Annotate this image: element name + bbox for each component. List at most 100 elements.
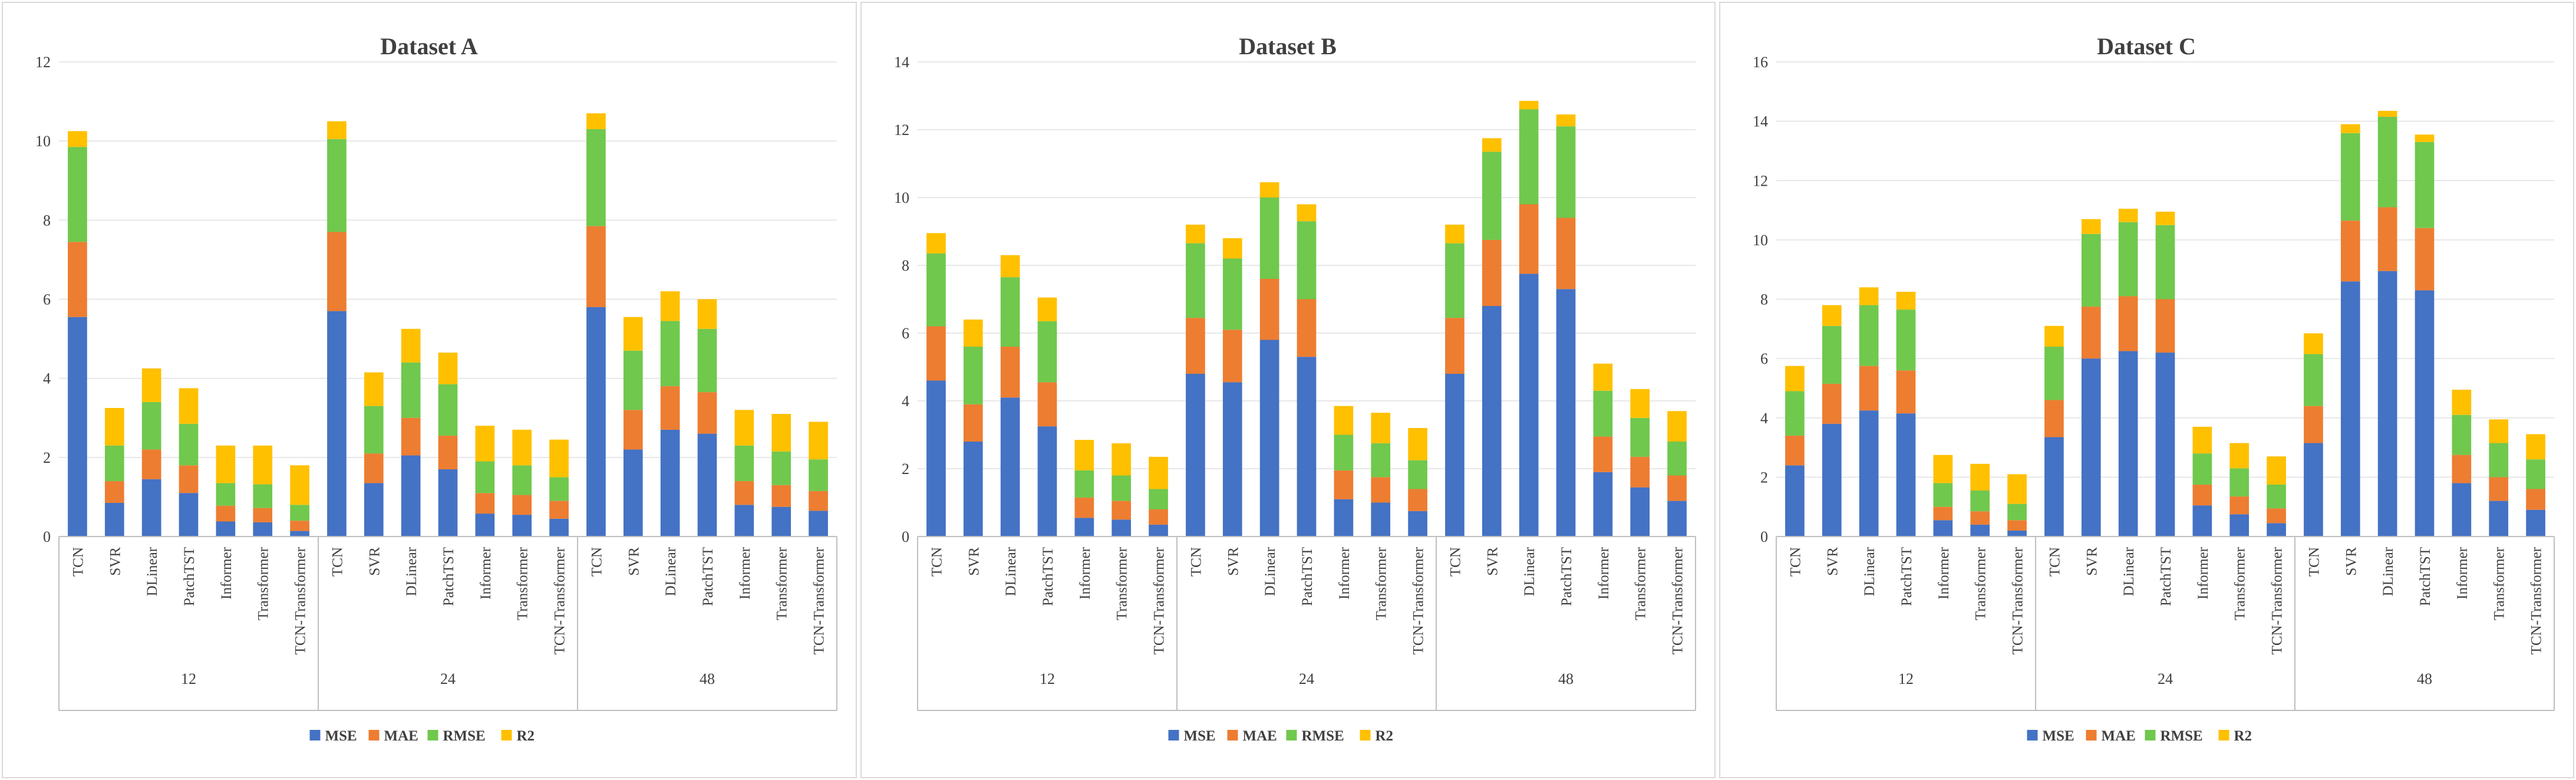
bar-rmse <box>1593 390 1613 437</box>
bar-mse <box>1297 357 1317 537</box>
bar-rmse <box>1785 391 1805 436</box>
bar-mse <box>1074 518 1094 537</box>
bar-r2 <box>771 414 791 452</box>
legend-swatch-mse <box>309 730 321 740</box>
bar-r2 <box>2415 134 2435 142</box>
x-tick-label: Informer <box>2195 547 2211 600</box>
legend-label-mae: MAE <box>384 728 418 744</box>
x-tick-label: Transformer <box>515 547 531 620</box>
x-tick-label: DLinear <box>2121 547 2137 596</box>
bar-mse <box>1630 487 1650 537</box>
legend-swatch-rmse <box>1286 730 1297 740</box>
group-label: 24 <box>440 670 456 687</box>
x-tick-label: TCN-Transformer <box>1411 547 1427 654</box>
x-tick-label: PatchTST <box>441 547 457 606</box>
bar-rmse <box>2377 117 2397 208</box>
bar-rmse <box>586 129 606 226</box>
bar-mae <box>475 493 495 514</box>
bar-r2 <box>1408 428 1427 460</box>
bar-rmse <box>1408 460 1427 489</box>
bar-r2 <box>2526 434 2545 460</box>
bar-rmse <box>1111 475 1132 501</box>
bar-mse <box>2340 281 2360 537</box>
legend-label-rmse: RMSE <box>2161 728 2203 744</box>
legend-label-r2: R2 <box>1376 728 1394 744</box>
y-tick-label: 10 <box>894 189 909 206</box>
bar-mae <box>1408 489 1427 511</box>
bar-rmse <box>2081 233 2101 307</box>
bar-mse <box>697 433 717 537</box>
bar-mse <box>1371 502 1391 537</box>
bar-rmse <box>963 347 983 404</box>
bar-mae <box>104 481 124 503</box>
legend-label-rmse: RMSE <box>1302 728 1344 744</box>
bar-r2 <box>1667 411 1687 442</box>
bar-rmse <box>1822 325 1842 384</box>
bar-rmse <box>2489 443 2509 478</box>
bar-rmse <box>2415 141 2435 228</box>
bar-mae <box>1222 330 1242 383</box>
chart-frame <box>860 2 1716 778</box>
chart-panel-dataset-a: Dataset A 0 2 4 6 8 10 12 TCN SVR DLinear PatchTST… <box>0 0 859 780</box>
x-tick-label: TCN <box>2306 547 2322 577</box>
bar-mae <box>2452 455 2472 483</box>
x-tick-label: TCN-Transformer <box>2529 547 2545 654</box>
bar-r2 <box>2304 333 2323 354</box>
bar-mae <box>253 508 273 522</box>
bar-r2 <box>660 291 680 321</box>
bar-mse <box>141 479 161 537</box>
bar-mae <box>401 417 421 456</box>
group-label: 12 <box>1040 670 1055 687</box>
bar-mae <box>512 495 532 515</box>
x-tick-label: PatchTST <box>182 547 197 606</box>
x-tick-label: TCN-Transformer <box>2010 547 2026 654</box>
bar-rmse <box>1482 152 1502 240</box>
bar-r2 <box>697 299 717 329</box>
x-tick-label: TCN <box>1787 547 1803 577</box>
bar-mse <box>2044 437 2064 537</box>
legend-label-rmse: RMSE <box>443 728 486 744</box>
legend-swatch-r2 <box>2218 730 2229 740</box>
bar-r2 <box>1149 456 1168 489</box>
bar-mae <box>809 491 828 511</box>
bar-rmse <box>2526 459 2545 489</box>
bar-mae <box>179 465 199 493</box>
bar-r2 <box>1445 225 1465 243</box>
bar-mae <box>1822 383 1842 424</box>
bar-mae <box>1859 366 1879 411</box>
legend-label-mse: MSE <box>1184 728 1216 744</box>
bar-rmse <box>2007 503 2027 521</box>
bar-rmse <box>216 483 236 506</box>
y-tick-label: 0 <box>1760 528 1768 545</box>
bar-mae <box>549 501 569 519</box>
legend-label-mae: MAE <box>1243 728 1277 744</box>
bar-mae <box>2192 484 2212 506</box>
bar-mse <box>2452 483 2472 537</box>
x-tick-label: Transformer <box>1973 547 1989 620</box>
bar-mae <box>1896 370 1916 414</box>
legend-label-mse: MSE <box>325 728 357 744</box>
bar-mse <box>771 506 791 537</box>
bar-mae <box>216 505 236 522</box>
bar-r2 <box>512 429 532 466</box>
y-tick-label: 16 <box>1753 54 1768 71</box>
bar-rmse <box>141 401 161 450</box>
bar-rmse <box>2267 484 2286 509</box>
bar-rmse <box>549 477 569 501</box>
y-tick-label: 0 <box>902 528 909 545</box>
bar-mse <box>1785 465 1805 537</box>
y-tick-label: 4 <box>902 393 909 410</box>
x-tick-label: SVR <box>1485 547 1500 576</box>
bar-rmse <box>1334 435 1354 470</box>
bar-mae <box>1785 435 1805 466</box>
bar-mae <box>2526 489 2545 510</box>
x-tick-label: TCN-Transformer <box>2270 547 2285 654</box>
legend-label-r2: R2 <box>517 728 535 744</box>
bar-mae <box>771 485 791 507</box>
bar-mse <box>1822 423 1842 537</box>
x-tick-label: Informer <box>1596 547 1612 600</box>
y-tick-label: 6 <box>1760 350 1768 367</box>
x-tick-label: Informer <box>478 547 494 600</box>
bar-rmse <box>2229 468 2250 497</box>
bar-mae <box>1970 511 1990 525</box>
